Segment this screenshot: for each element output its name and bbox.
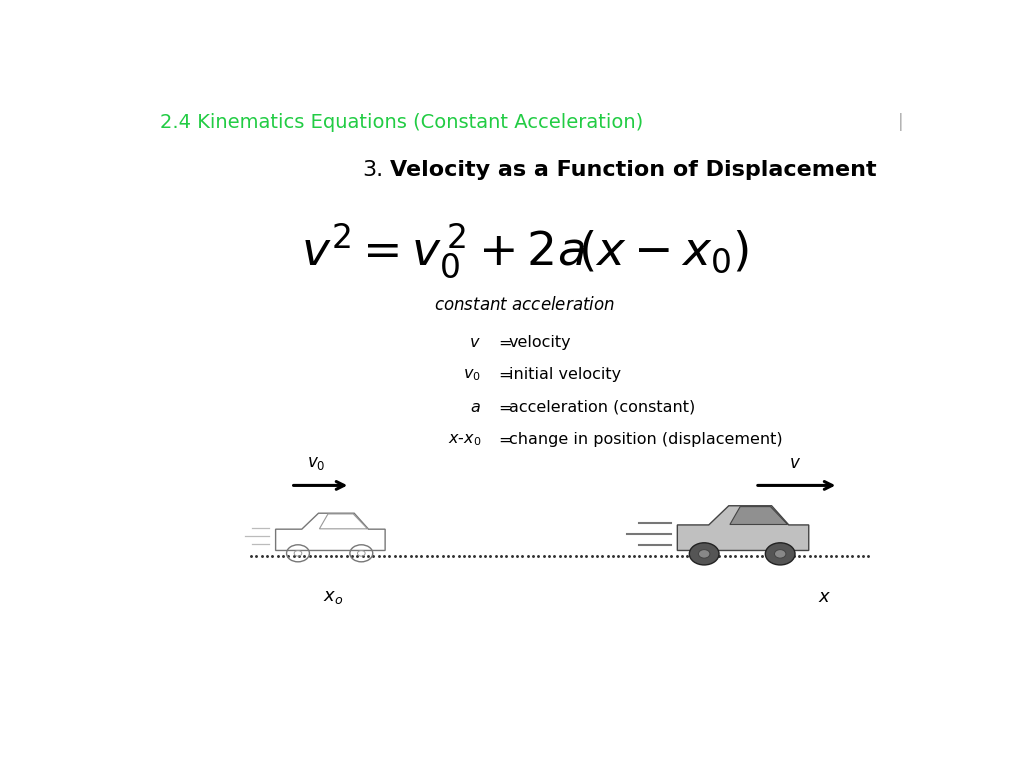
Text: $=$: $=$: [496, 432, 512, 447]
Polygon shape: [677, 506, 809, 551]
Text: $x$: $x$: [818, 588, 831, 606]
Text: velocity: velocity: [509, 335, 571, 349]
Text: $x$-$x_0$: $x$-$x_0$: [447, 432, 481, 448]
Text: $=$: $=$: [496, 367, 512, 382]
Text: 3.: 3.: [362, 161, 383, 180]
Text: change in position (displacement): change in position (displacement): [509, 432, 782, 447]
Text: Velocity as a Function of Displacement: Velocity as a Function of Displacement: [390, 161, 877, 180]
Text: $a$: $a$: [470, 399, 481, 415]
Text: $x_o$: $x_o$: [323, 588, 343, 606]
Text: $v$: $v$: [469, 335, 481, 349]
Text: $v^2 = v_0^{\,2} + 2a\!\left(x - x_0\right)$: $v^2 = v_0^{\,2} + 2a\!\left(x - x_0\rig…: [301, 222, 749, 281]
Text: |: |: [898, 113, 903, 131]
Polygon shape: [730, 507, 787, 525]
Text: initial velocity: initial velocity: [509, 367, 621, 382]
Text: 2.4 Kinematics Equations (Constant Acceleration): 2.4 Kinematics Equations (Constant Accel…: [160, 113, 643, 132]
Text: $=$: $=$: [496, 335, 512, 349]
Text: $v$: $v$: [788, 454, 801, 472]
Text: $=$: $=$: [496, 399, 512, 415]
Text: $\mathit{constant\ acceleration}$: $\mathit{constant\ acceleration}$: [434, 296, 615, 314]
Circle shape: [689, 543, 719, 565]
Circle shape: [698, 550, 710, 558]
Text: $v_0$: $v_0$: [464, 367, 481, 382]
Circle shape: [765, 543, 795, 565]
Circle shape: [774, 550, 785, 558]
Text: acceleration (constant): acceleration (constant): [509, 399, 695, 415]
Text: $v_0$: $v_0$: [307, 454, 326, 472]
